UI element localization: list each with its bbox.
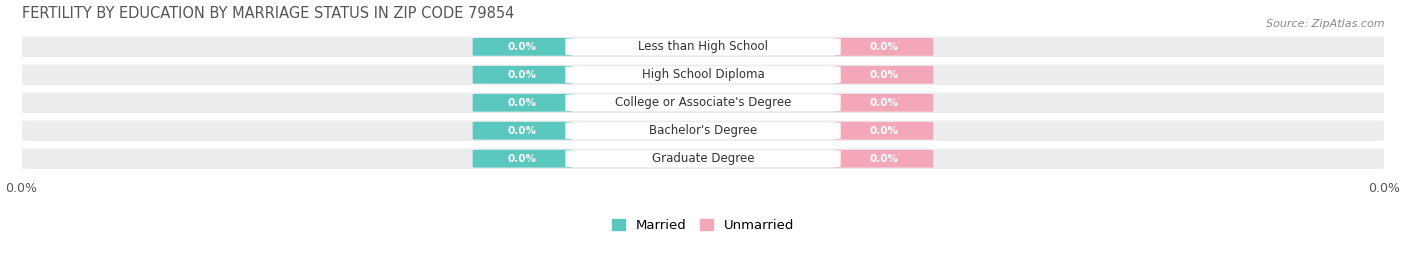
Text: 0.0%: 0.0% (869, 98, 898, 108)
Text: 0.0%: 0.0% (508, 42, 537, 52)
FancyBboxPatch shape (565, 94, 841, 111)
FancyBboxPatch shape (565, 38, 841, 55)
FancyBboxPatch shape (472, 38, 572, 56)
FancyBboxPatch shape (472, 94, 572, 112)
Text: 0.0%: 0.0% (508, 154, 537, 164)
Text: Source: ZipAtlas.com: Source: ZipAtlas.com (1267, 19, 1385, 29)
FancyBboxPatch shape (18, 37, 1388, 57)
FancyBboxPatch shape (565, 66, 841, 83)
Text: 0.0%: 0.0% (869, 126, 898, 136)
Text: Less than High School: Less than High School (638, 40, 768, 53)
Text: Graduate Degree: Graduate Degree (652, 152, 754, 165)
Legend: Married, Unmarried: Married, Unmarried (607, 213, 799, 237)
Text: FERTILITY BY EDUCATION BY MARRIAGE STATUS IN ZIP CODE 79854: FERTILITY BY EDUCATION BY MARRIAGE STATU… (21, 6, 515, 20)
Text: 0.0%: 0.0% (508, 70, 537, 80)
Text: 0.0%: 0.0% (508, 126, 537, 136)
FancyBboxPatch shape (834, 94, 934, 112)
FancyBboxPatch shape (472, 122, 572, 140)
FancyBboxPatch shape (472, 66, 572, 84)
FancyBboxPatch shape (834, 38, 934, 56)
Text: High School Diploma: High School Diploma (641, 68, 765, 81)
FancyBboxPatch shape (18, 65, 1388, 85)
Text: Bachelor's Degree: Bachelor's Degree (650, 124, 756, 137)
FancyBboxPatch shape (18, 121, 1388, 141)
Text: College or Associate's Degree: College or Associate's Degree (614, 96, 792, 109)
Text: 0.0%: 0.0% (869, 154, 898, 164)
FancyBboxPatch shape (18, 93, 1388, 113)
FancyBboxPatch shape (834, 122, 934, 140)
FancyBboxPatch shape (472, 150, 572, 168)
Text: 0.0%: 0.0% (508, 98, 537, 108)
FancyBboxPatch shape (565, 150, 841, 167)
FancyBboxPatch shape (834, 66, 934, 84)
FancyBboxPatch shape (565, 122, 841, 139)
Text: 0.0%: 0.0% (869, 42, 898, 52)
FancyBboxPatch shape (834, 150, 934, 168)
Text: 0.0%: 0.0% (869, 70, 898, 80)
FancyBboxPatch shape (18, 148, 1388, 169)
